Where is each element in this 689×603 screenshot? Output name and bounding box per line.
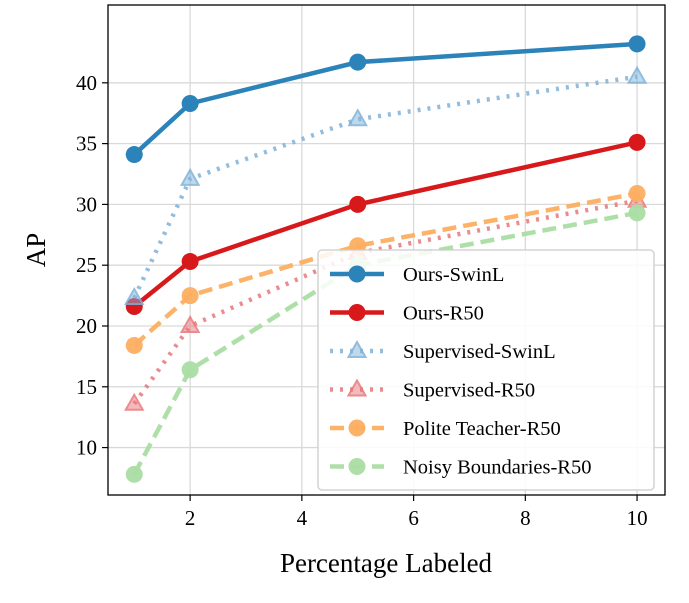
- legend-label: Supervised-R50: [403, 380, 535, 402]
- data-point: [179, 167, 201, 186]
- legend-entry: Ours-SwinL: [330, 264, 504, 286]
- legend-entry: Supervised-R50: [330, 378, 535, 402]
- data-point: [347, 108, 368, 127]
- series-group: [124, 35, 648, 483]
- legend-entry: Ours-R50: [330, 303, 484, 325]
- data-point: [181, 253, 199, 271]
- x-tick-label: 4: [297, 506, 308, 530]
- data-point: [181, 287, 199, 305]
- legend-label: Polite Teacher-R50: [403, 418, 561, 440]
- series-line: [132, 41, 638, 157]
- series-line: [132, 191, 638, 348]
- y-tick-label: 10: [76, 436, 97, 460]
- x-tick-label: 8: [520, 506, 531, 530]
- legend-box: [317, 249, 655, 491]
- x-tick-label: 10: [627, 506, 648, 530]
- plot-frame: [107, 4, 666, 496]
- series-line: [132, 198, 638, 406]
- series-line: [132, 210, 638, 476]
- series-supervised-swinl: [124, 65, 648, 306]
- series-line: [132, 74, 638, 299]
- y-tick-label: 15: [76, 375, 97, 399]
- legend: Ours-SwinL Ours-R50 Supervised-SwinL Superv…: [317, 249, 655, 491]
- y-tick-label: 20: [76, 314, 97, 338]
- data-point: [628, 133, 646, 151]
- legend-marker: [348, 419, 366, 437]
- legend-label: Ours-SwinL: [403, 264, 504, 286]
- data-point: [628, 204, 646, 222]
- legend-marker: [346, 378, 368, 397]
- data-point: [349, 195, 367, 213]
- series-ours-swinl: [125, 35, 646, 164]
- legend-label: Noisy Boundaries-R50: [403, 457, 591, 479]
- legend-label: Ours-R50: [403, 303, 484, 325]
- series-line: [132, 140, 638, 309]
- y-tick-label: 40: [76, 71, 97, 95]
- legend-entry: Polite Teacher-R50: [330, 418, 561, 440]
- data-point: [628, 35, 646, 53]
- data-point: [124, 286, 145, 306]
- data-point: [179, 314, 201, 333]
- x-axis-label: Percentage Labeled: [280, 548, 493, 578]
- x-tick-label: 6: [408, 506, 419, 530]
- legend-marker: [348, 458, 366, 475]
- legend-marker: [348, 265, 366, 283]
- legend-marker: [346, 339, 368, 358]
- x-tick-label: 2: [185, 506, 196, 530]
- legend-marker: [348, 304, 366, 321]
- ticks: 2 4 6 8 10 10 15 20 25 30 35 40: [76, 71, 648, 530]
- data-point: [125, 146, 143, 164]
- data-point: [628, 184, 646, 202]
- data-point: [125, 465, 143, 483]
- y-axis-label: AP: [21, 233, 51, 268]
- legend-label: Supervised-SwinL: [403, 341, 556, 363]
- data-point: [181, 94, 199, 112]
- y-tick-label: 25: [76, 253, 97, 277]
- legend-entry: Noisy Boundaries-R50: [330, 457, 591, 479]
- data-point: [181, 361, 199, 379]
- data-point: [349, 53, 367, 71]
- data-point: [626, 65, 648, 84]
- legend-entry: Supervised-SwinL: [330, 339, 556, 363]
- y-tick-label: 30: [76, 192, 97, 216]
- data-point: [124, 392, 145, 411]
- y-tick-label: 35: [76, 132, 97, 156]
- data-point: [125, 336, 143, 354]
